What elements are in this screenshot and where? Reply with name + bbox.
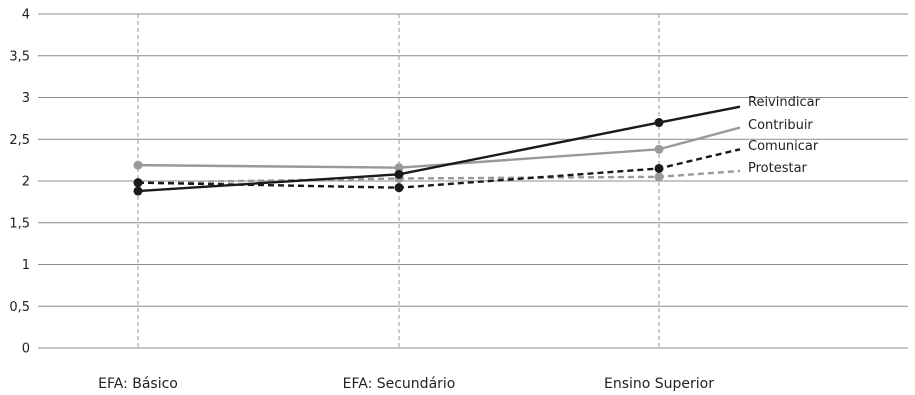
y-tick-label: 0 xyxy=(22,342,30,357)
y-tick-label: 0,5 xyxy=(9,300,30,315)
series-label: Contribuir xyxy=(748,118,813,133)
y-tick-label: 2,5 xyxy=(9,133,30,148)
data-point xyxy=(133,178,143,188)
x-tick-label: Ensino Superior xyxy=(604,376,714,392)
y-axis-ticks: 0 0,5 1 1,5 2 2,5 3 3,5 4 xyxy=(9,8,30,357)
data-point xyxy=(133,160,143,170)
series-line-comunicar xyxy=(137,148,741,189)
y-tick-label: 2 xyxy=(22,175,30,190)
series-label: Protestar xyxy=(748,161,808,176)
series-label: Reivindicar xyxy=(748,95,821,110)
data-point xyxy=(654,172,664,182)
series-label: Comunicar xyxy=(748,139,819,154)
y-tick-label: 1,5 xyxy=(9,216,30,231)
x-axis-ticks: EFA: Básico EFA: Secundário Ensino Superio… xyxy=(98,376,714,392)
series-line-reivindicar xyxy=(137,105,741,193)
y-tick-label: 3,5 xyxy=(9,49,30,64)
x-tick-label: EFA: Secundário xyxy=(343,376,456,392)
y-tick-label: 4 xyxy=(22,8,30,23)
y-tick-label: 1 xyxy=(22,258,30,273)
data-point xyxy=(654,144,664,154)
series-group xyxy=(133,105,741,196)
data-point xyxy=(654,163,664,173)
data-point xyxy=(394,169,404,179)
data-point xyxy=(394,183,404,193)
series-line-contribuir xyxy=(137,126,741,169)
data-point xyxy=(394,163,404,173)
y-tick-label: 3 xyxy=(22,91,30,106)
series-labels: Reivindicar Contribuir Comunicar Protestar xyxy=(748,95,821,176)
x-tick-label: EFA: Básico xyxy=(98,376,178,392)
data-point xyxy=(133,186,143,196)
data-point xyxy=(654,118,664,128)
